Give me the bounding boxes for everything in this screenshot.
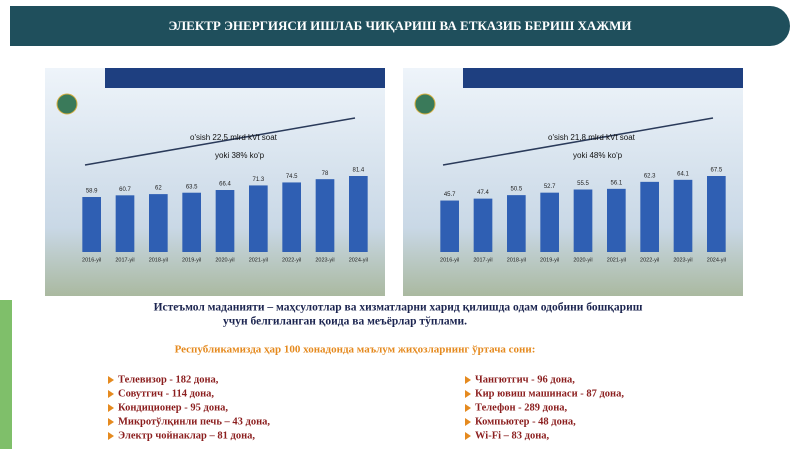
data-label: 55.5	[577, 181, 589, 187]
bar	[573, 189, 593, 252]
bar	[473, 198, 493, 252]
bar	[640, 181, 659, 252]
trend-arrow	[84, 117, 356, 166]
data-label: 67.5	[710, 168, 722, 174]
x-tick-label: 2018-yil	[149, 257, 168, 263]
bullet-arrow	[465, 432, 471, 440]
data-label: 58.9	[86, 189, 98, 195]
data-label: 62	[155, 186, 162, 192]
data-label: 63.5	[186, 184, 198, 190]
list-item: Телевизор - 182 дона,	[118, 374, 219, 385]
bullet-arrow	[108, 418, 114, 426]
bar	[115, 195, 135, 252]
side-accent	[0, 300, 12, 449]
x-tick-label: 2017-yil	[115, 257, 134, 263]
data-label: 50.5	[510, 187, 522, 193]
list-item: Кондиционер - 95 дона,	[118, 402, 228, 413]
x-tick-label: 2019-yil	[540, 257, 559, 263]
data-label: 81.4	[352, 168, 364, 174]
data-label: 78	[322, 171, 329, 177]
x-tick-label: 2018-yil	[507, 257, 526, 263]
x-tick-label: 2016-yil	[82, 257, 101, 263]
annotation: o'sish 22,5 mlrd kVt soat	[190, 133, 278, 142]
x-tick-label: 2022-yil	[282, 257, 301, 263]
x-tick-label: 2022-yil	[640, 257, 659, 263]
bullet-arrow	[108, 404, 114, 412]
data-label: 56.1	[610, 180, 622, 186]
data-label: 62.3	[644, 173, 656, 179]
x-tick-label: 2021-yil	[607, 257, 626, 263]
data-label: 64.1	[677, 171, 689, 177]
list-item: Чангютгич - 96 дона,	[475, 374, 575, 385]
trend-arrow	[442, 117, 714, 166]
bar	[149, 194, 168, 252]
x-tick-label: 2016-yil	[440, 257, 459, 263]
x-tick-label: 2024-yil	[707, 257, 726, 263]
bullet-arrow	[108, 376, 114, 384]
chart-header	[463, 68, 743, 88]
list-item: Совутгич - 114 дона,	[118, 388, 214, 399]
x-tick-label: 2019-yil	[182, 257, 201, 263]
definition: Истеъмол маданияти – маҳсулотлар ва хизм…	[154, 302, 643, 314]
bar	[707, 176, 726, 252]
data-label: 66.4	[219, 182, 231, 188]
list-item: Телефон - 289 дона,	[475, 402, 567, 413]
subheading: Республикамизда ҳар 100 хонадонда маълум…	[175, 344, 536, 356]
x-tick-label: 2020-yil	[215, 257, 234, 263]
data-label: 47.4	[477, 190, 489, 196]
annotation: yoki 38% ko'p	[215, 151, 265, 160]
annotation: o'sish 21,8 mlrd kVt soat	[548, 133, 636, 142]
data-label: 45.7	[444, 192, 456, 198]
data-label: 71.3	[252, 177, 264, 183]
annotation: yoki 48% ko'p	[573, 151, 623, 160]
bar	[540, 192, 559, 252]
list-item: Электр чойнаклар – 81 дона,	[118, 430, 255, 441]
emblem	[56, 93, 78, 115]
bar	[82, 197, 101, 252]
bar	[249, 185, 268, 252]
bullet-arrow	[465, 390, 471, 398]
bar	[349, 176, 368, 252]
emblem	[414, 93, 436, 115]
list-item: Компьютер - 48 дона,	[475, 416, 576, 427]
bullet-arrow	[465, 376, 471, 384]
slide-title: ЭЛЕКТР ЭНЕРГИЯСИ ИШЛАБ ЧИҚАРИШ ВА ЕТКАЗИ…	[168, 18, 631, 33]
bullet-arrow	[465, 418, 471, 426]
x-tick-label: 2017-yil	[473, 257, 492, 263]
list-item: Кир ювиш машинаси - 87 дона,	[475, 388, 624, 399]
bullet-arrow	[108, 390, 114, 398]
bar	[282, 182, 301, 252]
title-bar	[10, 6, 790, 46]
chart-header	[105, 68, 385, 88]
bullet-arrow	[465, 404, 471, 412]
bar	[315, 179, 335, 252]
x-tick-label: 2020-yil	[573, 257, 592, 263]
bar	[673, 179, 693, 252]
bullet-arrow	[108, 432, 114, 440]
bar	[507, 195, 526, 252]
bar	[182, 192, 201, 252]
x-tick-label: 2024-yil	[349, 257, 368, 263]
bar	[215, 190, 235, 252]
data-label: 60.7	[119, 187, 131, 193]
x-tick-label: 2021-yil	[249, 257, 268, 263]
data-label: 74.5	[286, 174, 298, 180]
data-label: 52.7	[544, 184, 556, 190]
bar	[607, 188, 626, 252]
bar	[440, 200, 459, 252]
list-item: Wi-Fi – 83 дона,	[475, 430, 550, 441]
list-item: Микротўлқинли печь – 43 дона,	[118, 416, 270, 427]
x-tick-label: 2023-yil	[315, 257, 334, 263]
definition: учун белгиланган қоида ва меъёрлар тўпла…	[223, 316, 467, 328]
x-tick-label: 2023-yil	[673, 257, 692, 263]
